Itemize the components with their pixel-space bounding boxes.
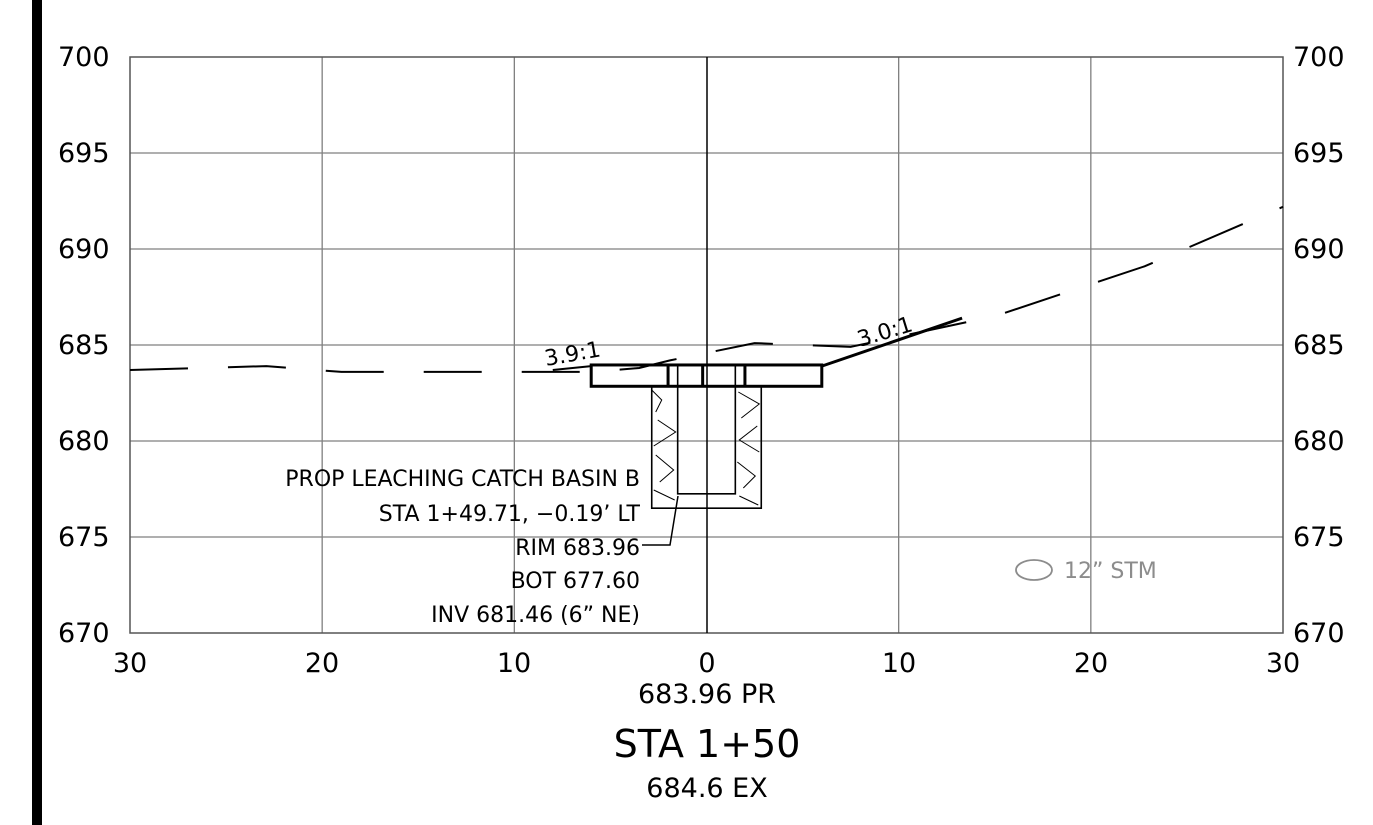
- offset-tick-label: 10: [497, 648, 531, 679]
- offset-tick-label: 20: [1074, 648, 1108, 679]
- elevation-tick-label: 695: [1293, 138, 1345, 169]
- basin-note-title: PROP LEACHING CATCH BASIN B: [285, 467, 640, 492]
- stone-fill-hatch: [653, 419, 677, 447]
- offset-tick-label: 30: [113, 648, 147, 679]
- proposed-slab: [589, 363, 824, 388]
- basin-inner-chamber: [676, 364, 737, 495]
- basin-structure-outline: [650, 386, 763, 510]
- basin-callout: PROP LEACHING CATCH BASIN B STA 1+49.71,…: [285, 467, 679, 628]
- elevation-tick-label: 670: [58, 618, 110, 649]
- basin-note-rim: RIM 683.96: [515, 536, 640, 561]
- offset-axis: 30 20 10 0 10 20 30: [113, 648, 1300, 679]
- pipe-ellipse-icon: [1015, 559, 1053, 581]
- stone-fill-hatch: [738, 425, 760, 453]
- offset-tick-label: 20: [305, 648, 339, 679]
- elevation-tick-label: 695: [58, 138, 110, 169]
- offset-tick-label: 30: [1266, 648, 1300, 679]
- basin-note-invert: INV 681.46 (6” NE): [431, 603, 640, 628]
- elevation-axis-left: 700 695 690 685 680 675 670: [58, 42, 110, 649]
- offset-tick-label: 0: [698, 648, 715, 679]
- elevation-tick-label: 680: [1293, 426, 1345, 457]
- offset-tick-label: 10: [882, 648, 916, 679]
- elevation-tick-label: 675: [1293, 522, 1345, 553]
- elevation-tick-label: 700: [1293, 42, 1345, 73]
- elevation-tick-label: 690: [58, 234, 110, 265]
- basin-note-bottom: BOT 677.60: [511, 569, 640, 594]
- stone-fill-hatch: [737, 461, 757, 489]
- left-slope-label: 3.9:1: [543, 337, 603, 371]
- left-grading-tie-line: [552, 365, 592, 371]
- proposed-catch-basin-section: [552, 316, 963, 510]
- elevation-axis-right: 700 695 690 685 680 675 670: [1293, 42, 1345, 649]
- elevation-tick-label: 670: [1293, 618, 1345, 649]
- basin-note-station: STA 1+49.71, −0.19’ LT: [379, 502, 641, 527]
- elevation-tick-label: 685: [58, 330, 110, 361]
- elevation-tick-label: 700: [58, 42, 110, 73]
- pipe-legend-label: 12” STM: [1064, 559, 1157, 584]
- stone-fill-hatch: [655, 454, 675, 483]
- pipe-legend: 12” STM: [1015, 559, 1157, 584]
- elevation-tick-label: 690: [1293, 234, 1345, 265]
- stone-fill-hatch: [739, 495, 759, 506]
- stone-fill-hatch: [651, 389, 663, 413]
- elevation-tick-label: 685: [1293, 330, 1345, 361]
- proposed-elevation-label: 683.96 PR: [638, 679, 776, 710]
- right-grading-tie-line: [821, 316, 963, 368]
- existing-elevation-label: 684.6 EX: [646, 773, 767, 804]
- stone-fill-hatch: [738, 391, 761, 419]
- station-title: STA 1+50: [614, 722, 801, 766]
- elevation-tick-label: 675: [58, 522, 110, 553]
- elevation-tick-label: 680: [58, 426, 110, 457]
- sheet-border: [32, 0, 42, 825]
- right-slope-label: 3.0:1: [854, 312, 915, 352]
- stone-fill-hatch: [653, 489, 675, 501]
- basin-leader-line: [642, 495, 679, 546]
